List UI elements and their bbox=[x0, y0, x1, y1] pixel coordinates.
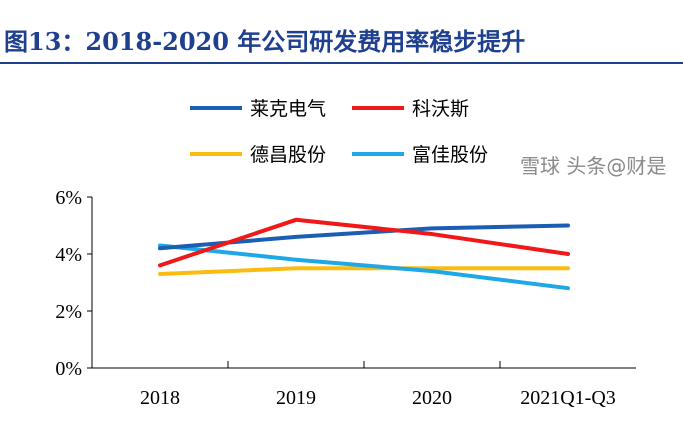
legend-item: 富佳股份 bbox=[352, 140, 488, 167]
series-line-2 bbox=[158, 266, 570, 276]
x-tick-label: 2021Q1-Q3 bbox=[520, 387, 616, 409]
legend-swatch bbox=[352, 151, 404, 156]
legend-swatch bbox=[190, 151, 242, 156]
legend-label: 德昌股份 bbox=[250, 144, 327, 166]
series-line-1 bbox=[158, 217, 570, 268]
legend-item: 科沃斯 bbox=[352, 94, 469, 121]
watermark: 雪球 头条@财是 bbox=[520, 154, 667, 178]
chart-title: 图13：2018-2020 年公司研发费用率稳步提升 bbox=[4, 27, 526, 56]
legend-swatch bbox=[190, 105, 242, 110]
legend-label: 科沃斯 bbox=[412, 98, 470, 120]
series-line-3 bbox=[158, 243, 570, 291]
title-divider bbox=[0, 62, 683, 64]
legend-label: 富佳股份 bbox=[412, 144, 489, 166]
x-tick-label: 2019 bbox=[276, 387, 316, 409]
x-tick-label: 2018 bbox=[140, 387, 180, 409]
y-tick-label: 2% bbox=[55, 301, 82, 323]
legend-swatch bbox=[352, 105, 404, 110]
x-tick-label: 2020 bbox=[412, 387, 452, 409]
y-tick-label: 4% bbox=[55, 244, 82, 266]
legend-item: 莱克电气 bbox=[190, 94, 326, 121]
y-tick-label: 0% bbox=[55, 358, 82, 380]
legend-label: 莱克电气 bbox=[250, 98, 327, 120]
y-tick-label: 6% bbox=[55, 187, 82, 209]
legend-item: 德昌股份 bbox=[190, 140, 326, 167]
